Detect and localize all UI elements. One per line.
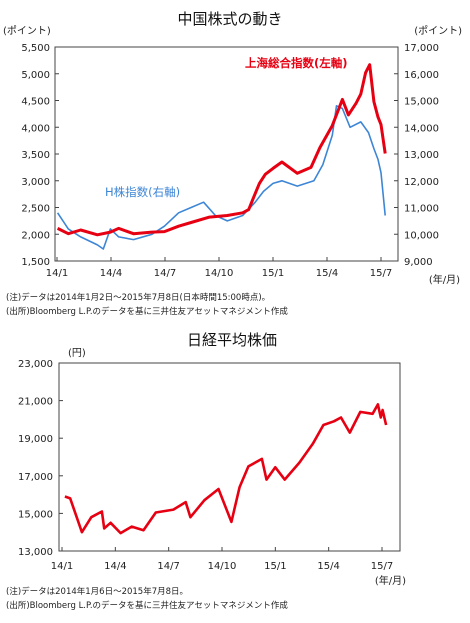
y-tick-label: 17,000 — [18, 472, 53, 483]
x-tick-label: 14/7 — [157, 561, 179, 572]
y-left-tick-label: 5,500 — [21, 43, 50, 54]
y-left-tick-label: 3,000 — [21, 177, 50, 188]
y-ticks-nikkei: 23,000 21,000 19,000 17,000 15,000 13,000 — [18, 359, 63, 558]
x-ticks-china: 14/1 14/4 14/7 14/10 15/1 15/4 15/7 — [46, 257, 392, 279]
y-right-tick-label: 11,000 — [404, 204, 439, 215]
y-left-tick-label: 2,500 — [21, 204, 50, 215]
x-tick-label: 14/10 — [208, 561, 237, 572]
y-left-ticks: 5,500 5,000 4,500 4,000 3,500 3,000 2,500 2,000… — [21, 43, 59, 268]
x-tick-label: 15/7 — [370, 268, 392, 279]
y-right-tick-label: 17,000 — [404, 43, 439, 54]
y-right-tick-label: 13,000 — [404, 150, 439, 161]
x-tick-label: 15/4 — [316, 268, 338, 279]
y-right-tick-label: 9,000 — [404, 257, 433, 268]
x-tick-label: 14/4 — [104, 561, 126, 572]
y-left-tick-label: 2,000 — [21, 230, 50, 241]
x-unit-china: (年/月) — [429, 273, 460, 286]
x-ticks-nikkei: 14/1 14/4 14/7 14/10 15/1 15/4 15/7 — [51, 547, 393, 572]
y-right-ticks: 17,000 16,000 15,000 14,000 13,000 12,000 11,0… — [394, 43, 439, 268]
source-nikkei: (出所)Bloomberg L.P.のデータを基に三井住友アセットマネジメント作… — [6, 600, 288, 611]
x-tick-label: 15/7 — [371, 561, 393, 572]
x-tick-label: 14/7 — [154, 268, 176, 279]
series-lines-nikkei — [64, 403, 388, 535]
note-china: (注)データは2014年1月2日～2015年7月8日(日本時間15:00時点)。 — [6, 292, 270, 303]
y-left-unit: (ポイント) — [3, 25, 51, 37]
y-tick-label: 13,000 — [18, 547, 53, 558]
legend-hshares: H株指数(右軸) — [105, 185, 180, 199]
source-china: (出所)Bloomberg L.P.のデータを基に三井住友アセットマネジメント作… — [6, 306, 288, 317]
series-line-hshares — [56, 105, 386, 250]
y-right-tick-label: 14,000 — [404, 123, 439, 134]
plot-frame-nikkei — [58, 362, 401, 552]
note-nikkei: (注)データは2014年1月6日～2015年7月8日。 — [6, 586, 188, 597]
y-right-tick-label: 16,000 — [404, 70, 439, 81]
series-line-nikkei — [64, 403, 388, 535]
y-tick-label: 21,000 — [18, 397, 53, 408]
y-left-tick-label: 4,500 — [21, 97, 50, 108]
series-lines-china — [56, 63, 387, 250]
y-unit-nikkei: (円) — [68, 348, 86, 359]
y-left-tick-label: 5,000 — [21, 70, 50, 81]
y-right-tick-label: 15,000 — [404, 97, 439, 108]
x-tick-label: 15/1 — [264, 561, 286, 572]
chart-title-nikkei: 日経平均株価 — [187, 331, 277, 349]
y-right-tick-label: 12,000 — [404, 177, 439, 188]
y-tick-label: 19,000 — [18, 434, 53, 445]
legend-shanghai: 上海総合指数(左軸) — [245, 56, 348, 70]
x-tick-label: 15/1 — [262, 268, 284, 279]
y-tick-label: 23,000 — [18, 359, 53, 370]
china-chart: 中国株式の動き (ポイント) (ポイント) 5,500 5,000 4,500 4,0… — [3, 10, 462, 317]
y-right-tick-label: 10,000 — [404, 230, 439, 241]
series-line-shanghai — [56, 63, 387, 237]
x-tick-label: 14/1 — [51, 561, 73, 572]
y-left-tick-label: 4,000 — [21, 123, 50, 134]
x-tick-label: 14/1 — [46, 268, 68, 279]
x-tick-label: 14/10 — [205, 268, 234, 279]
x-tick-label: 14/4 — [100, 268, 122, 279]
chart-title-china: 中国株式の動き — [177, 10, 282, 28]
y-right-unit: (ポイント) — [414, 25, 462, 37]
x-unit-nikkei: (年/月) — [375, 574, 406, 587]
y-tick-label: 15,000 — [18, 509, 53, 520]
x-tick-label: 15/4 — [317, 561, 339, 572]
nikkei-chart: 日経平均株価 (円) 23,000 21,000 19,000 17,000 15,00… — [6, 331, 406, 611]
y-left-tick-label: 3,500 — [21, 150, 50, 161]
plot-frame-china — [54, 46, 399, 262]
y-left-tick-label: 1,500 — [21, 257, 50, 268]
